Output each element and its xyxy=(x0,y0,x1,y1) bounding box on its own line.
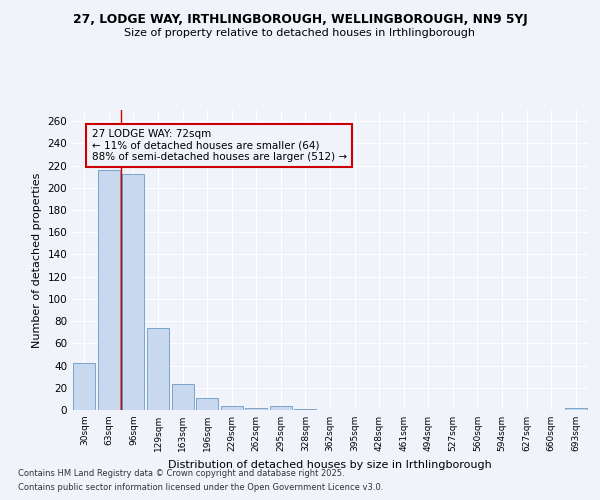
Text: 27 LODGE WAY: 72sqm
← 11% of detached houses are smaller (64)
88% of semi-detach: 27 LODGE WAY: 72sqm ← 11% of detached ho… xyxy=(92,129,347,162)
Bar xyxy=(221,406,243,410)
Bar xyxy=(172,384,194,410)
Bar xyxy=(73,364,95,410)
Bar xyxy=(147,328,169,410)
Bar xyxy=(565,408,587,410)
Bar xyxy=(270,406,292,410)
Bar xyxy=(122,174,145,410)
X-axis label: Distribution of detached houses by size in Irthlingborough: Distribution of detached houses by size … xyxy=(168,460,492,469)
Text: 27, LODGE WAY, IRTHLINGBOROUGH, WELLINGBOROUGH, NN9 5YJ: 27, LODGE WAY, IRTHLINGBOROUGH, WELLINGB… xyxy=(73,12,527,26)
Y-axis label: Number of detached properties: Number of detached properties xyxy=(32,172,42,348)
Bar xyxy=(98,170,120,410)
Bar xyxy=(196,398,218,410)
Text: Size of property relative to detached houses in Irthlingborough: Size of property relative to detached ho… xyxy=(125,28,476,38)
Text: Contains public sector information licensed under the Open Government Licence v3: Contains public sector information licen… xyxy=(18,484,383,492)
Bar xyxy=(295,409,316,410)
Bar xyxy=(245,408,268,410)
Text: Contains HM Land Registry data © Crown copyright and database right 2025.: Contains HM Land Registry data © Crown c… xyxy=(18,468,344,477)
